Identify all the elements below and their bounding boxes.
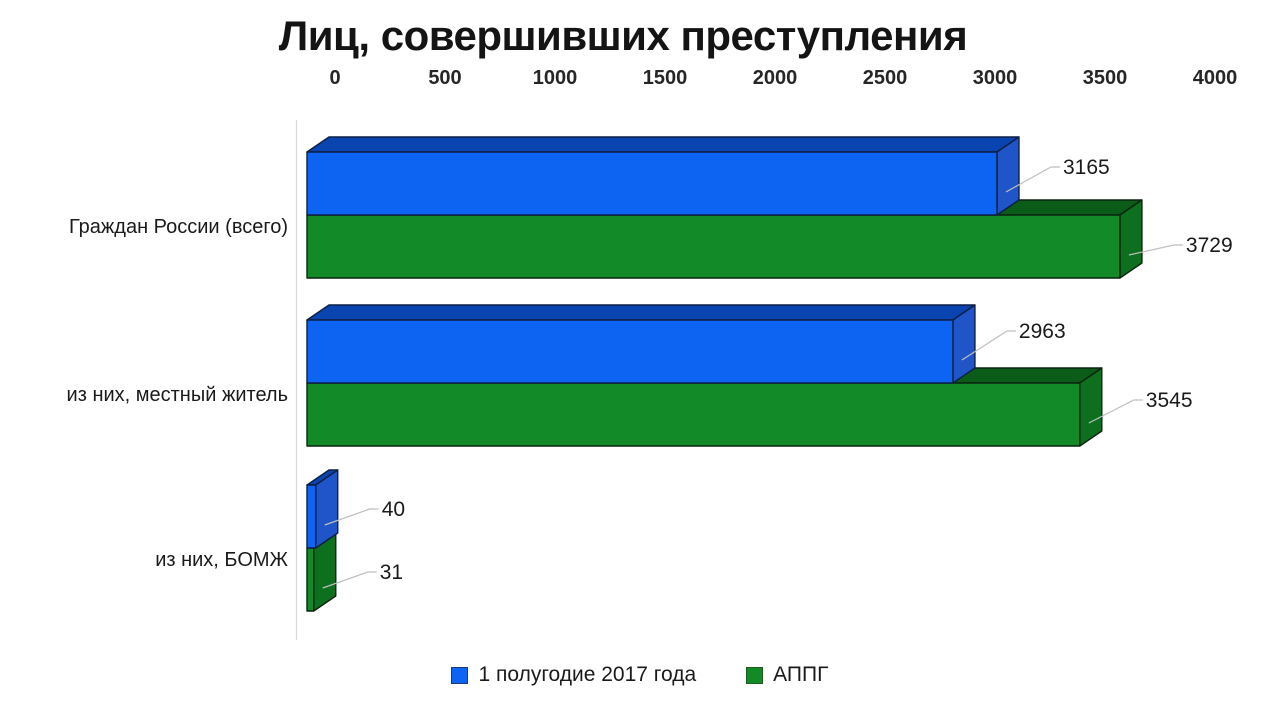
chart-title: Лиц, совершивших преступления (278, 12, 968, 59)
bar-front-face (306, 151, 998, 216)
data-label: 2963 (1019, 320, 1066, 343)
x-axis-tick-label: 3000 (973, 67, 1018, 89)
bar-front-face (306, 547, 315, 612)
x-axis-tick-label: 0 (329, 67, 340, 89)
bar-front-face (306, 382, 1081, 447)
bar-top-face (306, 136, 1020, 153)
x-axis-tick-label: 3500 (1083, 67, 1128, 89)
bar-front-face (306, 484, 317, 549)
data-label: 3729 (1186, 234, 1233, 257)
data-label: 3165 (1063, 156, 1110, 179)
bar-front-face (306, 214, 1121, 279)
x-axis-tick-label: 2000 (753, 67, 798, 89)
x-axis-tick-label: 500 (428, 67, 461, 89)
chart-legend: 1 полугодие 2017 года АППГ (0, 660, 1280, 690)
legend-item-appg: АППГ (746, 663, 829, 687)
bar-front-face (306, 319, 954, 384)
legend-label: АППГ (773, 663, 829, 686)
x-axis-tick-label: 2500 (863, 67, 908, 89)
data-label-leader-line (1005, 166, 1060, 193)
legend-item-h1-2017: 1 полугодие 2017 года (451, 663, 696, 687)
data-label-leader-line (324, 508, 379, 526)
legend-label: 1 полугодие 2017 года (478, 663, 697, 686)
data-label-leader-line (1088, 399, 1143, 424)
bar-top-face (306, 304, 976, 321)
data-label: 31 (380, 561, 403, 584)
data-label-leader-line (961, 330, 1016, 361)
data-label-leader-line (322, 571, 377, 589)
data-label: 40 (382, 498, 405, 521)
data-label-leader-line (1128, 244, 1183, 256)
category-label: из них, БОМЖ (155, 549, 288, 571)
category-label: из них, местный житель (67, 384, 288, 406)
legend-swatch-blue (451, 666, 469, 684)
x-axis-tick-label: 1000 (533, 67, 578, 89)
data-label: 3545 (1146, 389, 1193, 412)
legend-swatch-green (746, 666, 764, 684)
x-axis-tick-label: 4000 (1193, 67, 1238, 89)
category-label: Граждан России (всего) (69, 216, 288, 238)
x-axis-tick-label: 1500 (643, 67, 688, 89)
